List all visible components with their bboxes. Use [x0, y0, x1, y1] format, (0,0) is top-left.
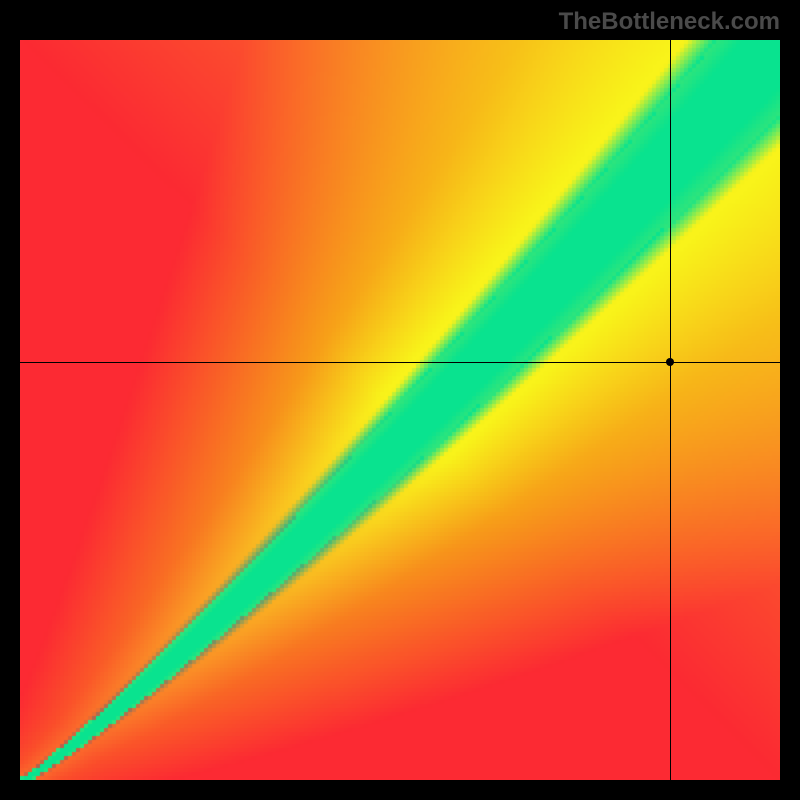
heatmap-canvas [20, 40, 780, 780]
watermark-text: TheBottleneck.com [559, 8, 780, 36]
crosshair-vertical [670, 40, 671, 780]
heatmap-plot [20, 40, 780, 780]
crosshair-marker-dot [666, 358, 674, 366]
